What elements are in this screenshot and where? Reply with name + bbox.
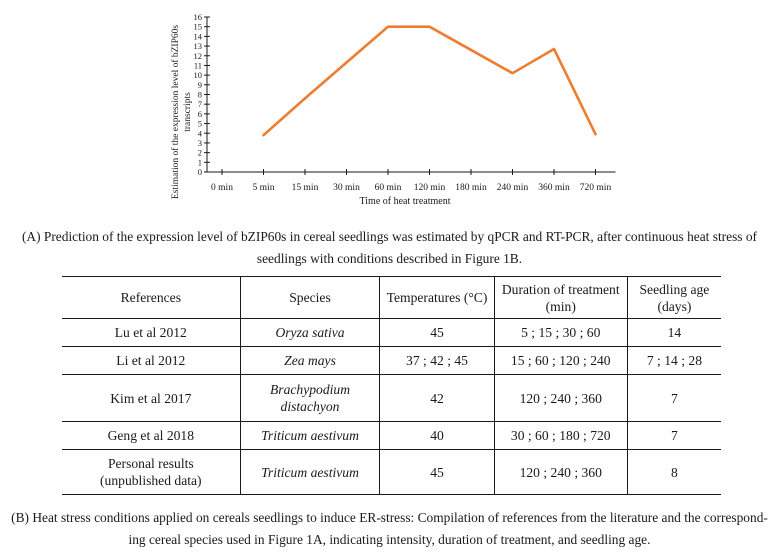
y-tick-label: 5 — [198, 119, 202, 129]
cell-duration: 120 ; 240 ; 360 — [493, 449, 628, 495]
heat-stress-conditions-table: References Species Temperatures (°C) Dur… — [62, 276, 721, 495]
x-axis-title: Time of heat treatment — [360, 196, 451, 207]
cell-temperature: 42 — [379, 374, 495, 422]
y-tick-label: 2 — [198, 148, 202, 158]
cell-species: Triticum aestivum — [239, 449, 381, 495]
header-temperatures: Temperatures (°C) — [379, 276, 495, 319]
series-line — [262, 25, 597, 137]
cell-species: Zea mays — [239, 346, 381, 375]
table-row: Personal results (unpublished data) Trit… — [62, 449, 721, 495]
caption-b-line-2: ing cereal species used in Figure 1A, in… — [128, 532, 651, 547]
figure-caption-b: (B) Heat stress conditions applied on ce… — [0, 507, 779, 551]
cell-species: Brachypodium distachyon — [239, 374, 381, 422]
cell-reference: Personal results (unpublished data) — [62, 449, 241, 495]
cell-age: 7 ; 14 ; 28 — [626, 346, 721, 375]
cell-duration: 120 ; 240 ; 360 — [493, 374, 628, 422]
table-row: Geng et al 2018 Triticum aestivum 40 30 … — [62, 421, 721, 450]
caption-a-line-2: seedlings with conditions described in F… — [256, 251, 523, 266]
cell-temperature: 37 ; 42 ; 45 — [379, 346, 495, 375]
cell-species: Triticum aestivum — [239, 421, 381, 450]
y-tick-label: 8 — [198, 90, 202, 100]
cell-reference: Lu et al 2012 — [62, 318, 241, 347]
y-axis-title-line: transcripts — [183, 92, 193, 132]
header-duration: Duration of treatment (min) — [493, 276, 628, 319]
y-tick-label: 0 — [198, 167, 202, 177]
y-tick-label: 16 — [194, 12, 203, 22]
x-tick-label: 0 min — [211, 183, 233, 193]
y-tick-label: 3 — [198, 138, 202, 148]
table-row: Li et al 2012 Zea mays 37 ; 42 ; 45 15 ;… — [62, 346, 721, 375]
cell-duration: 30 ; 60 ; 180 ; 720 — [493, 421, 628, 450]
cell-age: 7 — [626, 374, 721, 422]
table-header-row: References Species Temperatures (°C) Dur… — [62, 276, 721, 319]
table-row: Lu et al 2012 Oryza sativa 45 5 ; 15 ; 3… — [62, 318, 721, 347]
cell-reference: Kim et al 2017 — [62, 374, 241, 422]
x-tick-label: 720 min — [580, 183, 612, 193]
cell-species: Oryza sativa — [239, 318, 381, 347]
y-tick-label: 14 — [194, 31, 203, 41]
cell-temperature: 45 — [379, 449, 495, 495]
cell-age: 7 — [626, 421, 721, 450]
cell-reference: Geng et al 2018 — [62, 421, 241, 450]
y-tick-label: 12 — [194, 51, 203, 61]
x-tick-label: 180 min — [455, 183, 487, 193]
header-species: Species — [239, 276, 381, 319]
x-tick-label: 15 min — [292, 183, 319, 193]
header-references: References — [62, 276, 241, 319]
y-tick-label: 9 — [198, 80, 202, 90]
x-tick-label: 120 min — [414, 183, 446, 193]
series-layer — [262, 25, 597, 137]
cell-temperature: 40 — [379, 421, 495, 450]
x-tick-label: 60 min — [375, 183, 402, 193]
x-tick-label: 240 min — [497, 183, 529, 193]
cell-temperature: 45 — [379, 318, 495, 347]
y-tick-label: 13 — [194, 41, 203, 51]
cell-age: 8 — [626, 449, 721, 495]
y-tick-label: 1 — [198, 157, 202, 167]
y-tick-label: 11 — [194, 60, 202, 70]
table-row: Kim et al 2017 Brachypodium distachyon 4… — [62, 374, 721, 422]
caption-a-line-1: (A) Prediction of the expression level o… — [21, 229, 758, 244]
x-tick-label: 5 min — [253, 183, 275, 193]
y-axis-title-line: Estimation of the expression level of bZ… — [170, 25, 181, 199]
y-tick-label: 6 — [198, 109, 202, 119]
x-tick-label: 30 min — [333, 183, 360, 193]
x-tick-label: 360 min — [538, 183, 570, 193]
cell-duration: 5 ; 15 ; 30 ; 60 — [493, 318, 628, 347]
cell-reference: Li et al 2012 — [62, 346, 241, 375]
cell-duration: 15 ; 60 ; 120 ; 240 — [493, 346, 628, 375]
x-axis: 0 min 5 min 15 min 30 min 60 min 120 min 180 m… — [207, 169, 616, 193]
y-tick-label: 10 — [194, 70, 203, 80]
y-tick-label: 7 — [198, 99, 202, 109]
caption-b-line-1: (B) Heat stress conditions applied on ce… — [11, 510, 768, 525]
header-seedling-age: Seedling age (days) — [626, 276, 721, 319]
y-tick-label: 15 — [194, 22, 203, 32]
y-tick-label: 4 — [198, 128, 203, 138]
cell-age: 14 — [626, 318, 721, 347]
figure-caption-a: (A) Prediction of the expression level o… — [0, 226, 779, 270]
y-axis-title: Estimation of the expression level of bZ… — [170, 25, 193, 199]
